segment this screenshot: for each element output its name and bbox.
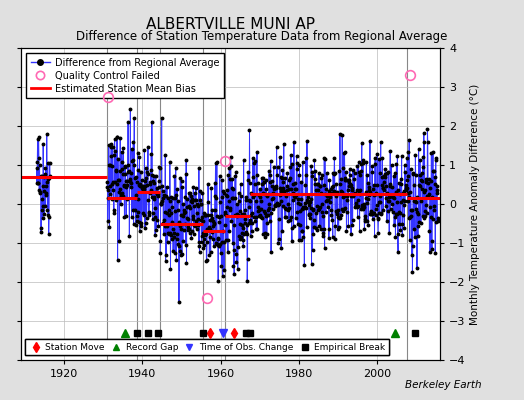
Text: Berkeley Earth: Berkeley Earth	[406, 380, 482, 390]
Text: Difference of Station Temperature Data from Regional Average: Difference of Station Temperature Data f…	[77, 30, 447, 43]
Y-axis label: Monthly Temperature Anomaly Difference (°C): Monthly Temperature Anomaly Difference (…	[470, 83, 480, 325]
Legend: Station Move, Record Gap, Time of Obs. Change, Empirical Break: Station Move, Record Gap, Time of Obs. C…	[26, 339, 389, 356]
Title: ALBERTVILLE MUNI AP: ALBERTVILLE MUNI AP	[146, 16, 315, 32]
